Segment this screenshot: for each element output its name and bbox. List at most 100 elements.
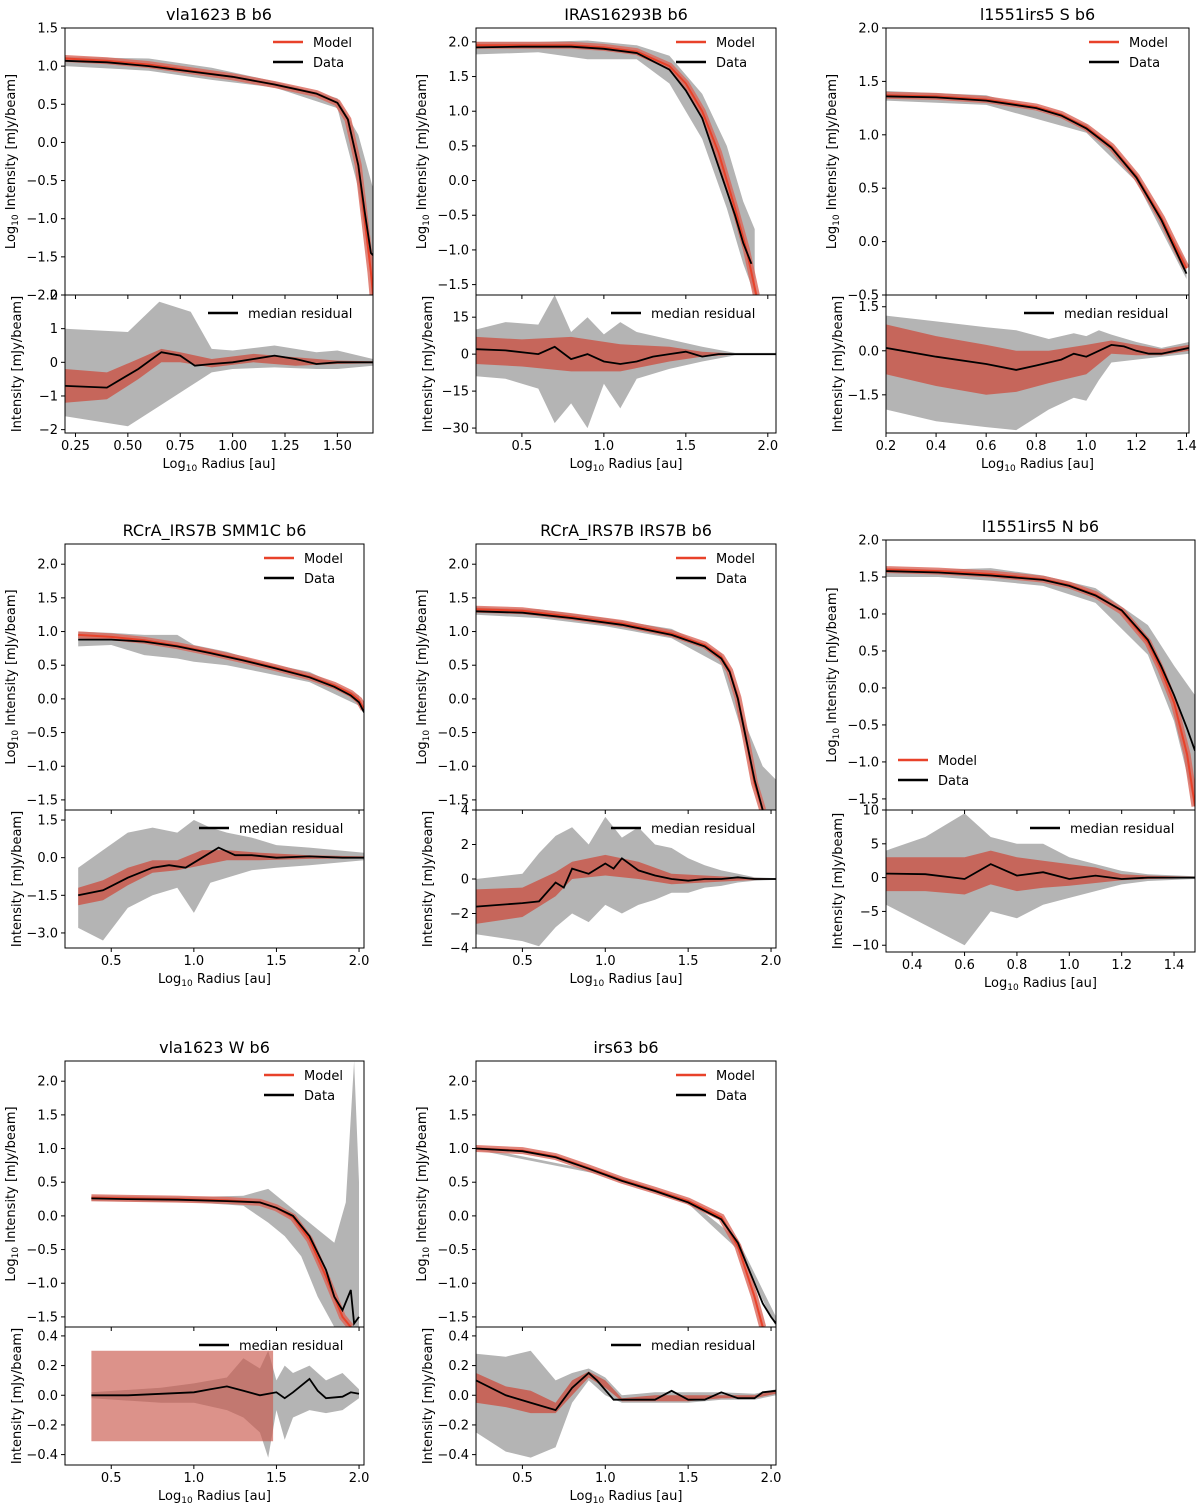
y-tick-label: 1.0 <box>37 60 58 75</box>
x-tick-label: 0.6 <box>954 958 975 973</box>
y-tick-label: −1.5 <box>26 889 58 904</box>
data-line <box>91 1197 360 1327</box>
y-axis-label: Log10 Intensity [mJy/beam] <box>825 74 842 249</box>
y-tick-label: −1.0 <box>437 243 469 258</box>
model-line <box>886 94 1188 269</box>
legend-residual-label: median residual <box>239 822 343 837</box>
legend-model-label: Model <box>716 552 755 567</box>
y-tick-label: 1.5 <box>37 1108 58 1123</box>
x-tick-label: 1.2 <box>1126 439 1147 454</box>
y-tick-label: −1.5 <box>437 1310 469 1325</box>
residual-plot <box>476 295 776 429</box>
data-line <box>476 45 753 265</box>
bottom-axes-frame <box>885 809 1196 953</box>
y-tick-label: −0.2 <box>437 1418 469 1433</box>
y-axis-label: Log10 Intensity [mJy/beam] <box>415 1106 432 1281</box>
model-line <box>476 44 758 295</box>
data-line <box>886 95 1188 274</box>
y-tick-label: −1.5 <box>26 250 58 265</box>
model-band <box>886 566 1195 807</box>
residual-plot <box>78 820 364 941</box>
data-band <box>78 631 359 706</box>
data-band <box>476 607 776 810</box>
x-tick-label: 0.50 <box>113 439 142 454</box>
x-tick-label: 1.5 <box>266 954 287 969</box>
panel-7: vla1623 W b6 2.0 1.5 1.0 0.5 0.0 −0.5 −1.0 −1.5 0… <box>4 1038 369 1506</box>
legend-data-label: Data <box>716 572 747 587</box>
panel-title: IRAS16293B b6 <box>564 5 688 24</box>
x-tick-label: 1.4 <box>1164 958 1185 973</box>
y-tick-label: 1.0 <box>448 105 469 120</box>
x-tick-label: 1.0 <box>595 954 616 969</box>
bottom-axes-frame <box>64 809 365 949</box>
intensity-plot <box>77 631 364 713</box>
legend-residual-label: median residual <box>239 1339 343 1354</box>
y-tick-label: 4 <box>461 804 469 819</box>
y-tick-label: 1.0 <box>37 1142 58 1157</box>
x-tick-label: 0.5 <box>512 439 533 454</box>
intensity-plot <box>476 40 760 295</box>
x-tick-label: 1.50 <box>323 439 352 454</box>
x-tick-label: 0.8 <box>1026 439 1047 454</box>
y-tick-label: −1.0 <box>26 760 58 775</box>
y-tick-label: −3.0 <box>26 926 58 941</box>
y-tick-label: 2.0 <box>37 558 58 573</box>
y-tick-label: 1.0 <box>37 625 58 640</box>
residual-y-axis-label: Intensity [mJy/beam] <box>421 1328 436 1464</box>
y-tick-label: −1 <box>39 389 58 404</box>
y-tick-label: 0.0 <box>858 235 879 250</box>
y-tick-label: −1.5 <box>437 793 469 808</box>
legend-residual-label: median residual <box>1070 822 1174 837</box>
y-tick-label: 0 <box>461 348 469 363</box>
model-band <box>476 1145 767 1327</box>
y-tick-label: 1.5 <box>858 300 879 315</box>
y-tick-label: 0.5 <box>858 644 879 659</box>
y-tick-label: 0.2 <box>37 1359 58 1374</box>
residual-model-band <box>78 850 364 906</box>
y-tick-label: 0.0 <box>37 851 58 866</box>
model-line <box>65 57 373 295</box>
x-tick-label: 2.0 <box>349 954 370 969</box>
y-tick-label: 5 <box>871 837 879 852</box>
x-tick-label: 0.4 <box>926 439 947 454</box>
y-tick-label: 2.0 <box>858 22 879 37</box>
y-tick-label: 0 <box>50 356 58 371</box>
intensity-plot <box>476 1145 776 1327</box>
y-tick-label: 2.0 <box>37 1075 58 1090</box>
x-tick-label: 0.25 <box>61 439 90 454</box>
y-tick-label: −1.5 <box>847 388 879 403</box>
data-band <box>65 57 373 288</box>
y-tick-label: 0 <box>871 871 879 886</box>
y-tick-label: −1.0 <box>26 1277 58 1292</box>
x-tick-label: 1.0 <box>1059 958 1080 973</box>
legend-data-label: Data <box>304 572 335 587</box>
y-axis-label: Log10 Intensity [mJy/beam] <box>4 589 21 764</box>
x-tick-label: 0.75 <box>166 439 195 454</box>
residual-plot <box>476 1350 776 1458</box>
y-tick-label: −0.5 <box>437 1243 469 1258</box>
y-tick-label: 0.0 <box>37 1209 58 1224</box>
x-axis-label: Log10 Radius [au] <box>570 457 683 474</box>
bottom-axes-frame <box>64 294 374 434</box>
legend-residual-label: median residual <box>651 822 755 837</box>
bottom-axes-frame <box>475 1326 777 1466</box>
data-line <box>476 1147 776 1325</box>
y-tick-label: −15 <box>442 385 469 400</box>
y-tick-label: 0.5 <box>448 659 469 674</box>
model-line <box>476 1147 764 1327</box>
y-tick-label: 1.5 <box>37 22 58 37</box>
y-tick-label: −0.5 <box>437 209 469 224</box>
median-residual-line <box>65 351 373 389</box>
y-tick-label: 0.4 <box>448 1329 469 1344</box>
y-tick-label: −0.4 <box>437 1448 469 1463</box>
residual-model-band <box>886 324 1189 395</box>
residual-data-band <box>476 1350 776 1458</box>
legend-data-label: Data <box>716 1089 747 1104</box>
x-tick-label: 1.0 <box>594 439 615 454</box>
y-tick-label: −0.4 <box>26 1448 58 1463</box>
residual-y-axis-label: Intensity [mJy/beam] <box>831 813 846 949</box>
legend-model-label: Model <box>716 36 755 51</box>
y-tick-label: 2.0 <box>448 35 469 50</box>
y-tick-label: 0.0 <box>37 1389 58 1404</box>
